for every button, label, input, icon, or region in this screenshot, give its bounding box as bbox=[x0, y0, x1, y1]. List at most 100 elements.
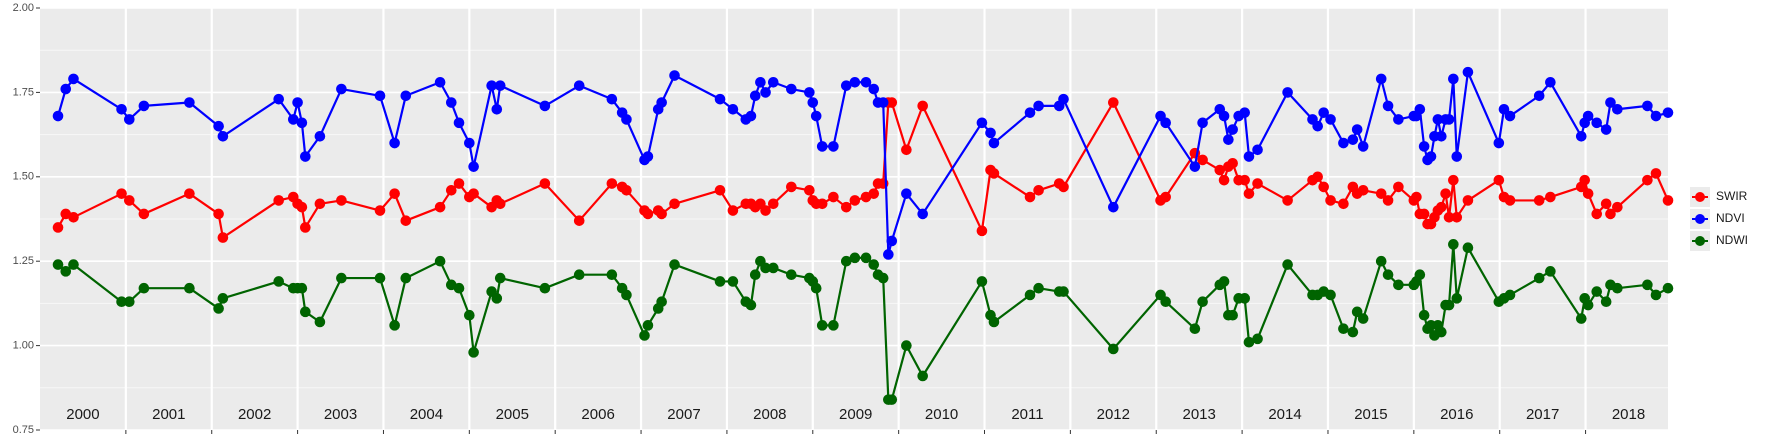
point bbox=[573, 269, 585, 281]
point bbox=[1411, 191, 1422, 203]
point bbox=[68, 212, 79, 223]
point bbox=[1325, 289, 1336, 301]
point bbox=[901, 340, 912, 351]
point bbox=[1318, 181, 1329, 193]
point bbox=[336, 83, 347, 95]
point bbox=[389, 320, 400, 331]
point bbox=[1325, 195, 1336, 206]
point bbox=[336, 272, 347, 284]
point bbox=[52, 110, 64, 122]
point bbox=[400, 272, 412, 284]
point bbox=[639, 330, 650, 341]
point bbox=[1243, 336, 1255, 348]
point bbox=[1662, 282, 1674, 294]
point bbox=[1214, 164, 1226, 176]
point bbox=[828, 141, 839, 152]
point bbox=[123, 195, 135, 206]
point bbox=[1243, 188, 1255, 199]
point bbox=[1443, 212, 1455, 223]
point bbox=[1338, 137, 1349, 149]
point bbox=[976, 276, 988, 287]
point bbox=[656, 208, 667, 220]
point bbox=[1108, 97, 1119, 108]
point bbox=[1197, 117, 1208, 129]
point bbox=[883, 249, 894, 260]
point bbox=[1533, 90, 1545, 102]
point bbox=[1239, 293, 1250, 304]
point bbox=[184, 188, 195, 199]
year-label: 2018 bbox=[1612, 406, 1645, 423]
point bbox=[1545, 76, 1556, 88]
point bbox=[374, 272, 386, 284]
point bbox=[767, 198, 779, 210]
point bbox=[786, 269, 797, 281]
point bbox=[1436, 326, 1447, 338]
point bbox=[1545, 191, 1556, 203]
year-label: 2017 bbox=[1526, 406, 1559, 423]
point bbox=[810, 282, 822, 294]
point bbox=[1347, 134, 1359, 145]
point bbox=[714, 276, 726, 287]
point bbox=[1612, 103, 1623, 115]
point bbox=[642, 208, 654, 220]
point bbox=[296, 201, 308, 213]
point bbox=[1443, 299, 1455, 311]
point bbox=[1108, 201, 1119, 213]
point bbox=[1462, 195, 1474, 206]
year-label: 2009 bbox=[839, 406, 872, 423]
point bbox=[184, 97, 195, 108]
point bbox=[810, 110, 822, 122]
point bbox=[217, 293, 229, 304]
year-label: 2014 bbox=[1268, 406, 1301, 423]
point bbox=[1436, 201, 1447, 213]
point bbox=[1582, 110, 1594, 122]
point bbox=[807, 97, 819, 108]
point bbox=[1605, 208, 1616, 220]
point bbox=[1393, 114, 1404, 125]
point bbox=[116, 296, 127, 308]
point bbox=[1024, 191, 1036, 203]
year-label: 2002 bbox=[238, 406, 271, 423]
y-tick-label: 1.00 bbox=[13, 340, 34, 352]
point bbox=[886, 97, 898, 108]
legend-label: NDVI bbox=[1716, 211, 1745, 225]
point bbox=[494, 198, 506, 210]
point bbox=[767, 262, 779, 274]
point bbox=[1493, 174, 1505, 186]
point bbox=[491, 103, 503, 115]
point bbox=[988, 316, 1000, 328]
point bbox=[760, 262, 771, 274]
point bbox=[976, 117, 988, 129]
point bbox=[1414, 103, 1426, 115]
point bbox=[828, 320, 839, 331]
point bbox=[985, 127, 996, 139]
point bbox=[1282, 259, 1293, 270]
point bbox=[1662, 195, 1674, 206]
point bbox=[1642, 174, 1653, 186]
point bbox=[123, 114, 135, 125]
point bbox=[1612, 282, 1623, 294]
point bbox=[453, 282, 465, 294]
point bbox=[52, 222, 64, 233]
point bbox=[606, 269, 618, 281]
point bbox=[400, 90, 412, 102]
point bbox=[669, 70, 680, 81]
point bbox=[917, 208, 928, 220]
legend-point bbox=[1695, 236, 1705, 246]
point bbox=[1227, 157, 1238, 169]
year-label: 2013 bbox=[1182, 406, 1215, 423]
point bbox=[804, 185, 815, 196]
legend-label: NDWI bbox=[1716, 233, 1748, 247]
point bbox=[849, 195, 861, 206]
point bbox=[468, 161, 479, 172]
point bbox=[1418, 309, 1430, 321]
point bbox=[1189, 161, 1201, 172]
point bbox=[1312, 120, 1323, 132]
point bbox=[1582, 188, 1594, 199]
point bbox=[138, 282, 150, 294]
point bbox=[300, 222, 311, 233]
year-label: 2004 bbox=[410, 406, 443, 423]
year-label: 2007 bbox=[667, 406, 700, 423]
point bbox=[1357, 313, 1369, 324]
point bbox=[1252, 333, 1263, 345]
